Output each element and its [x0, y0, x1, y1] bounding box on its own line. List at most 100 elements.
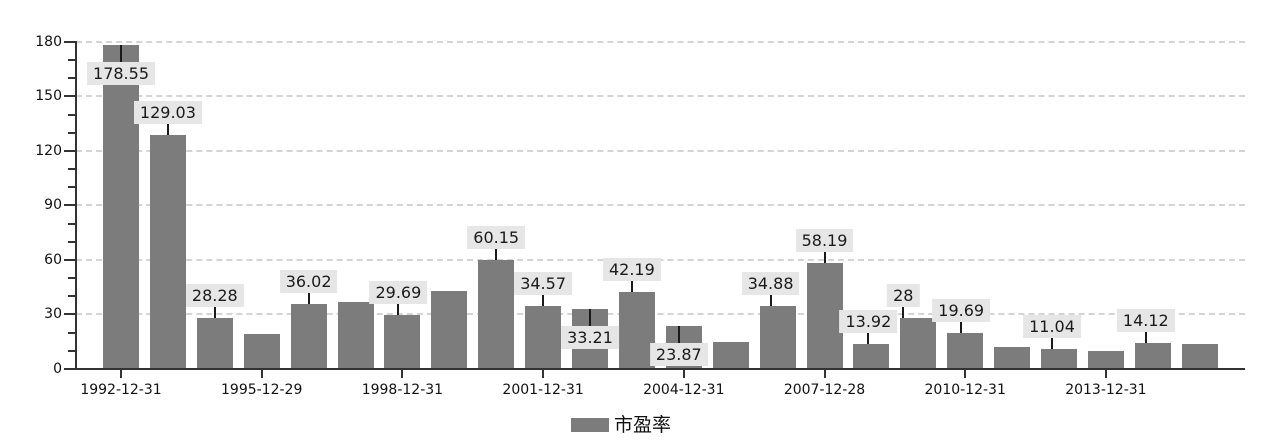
y-axis-major-tick	[64, 313, 75, 316]
bar-value-label: 36.02	[279, 269, 338, 293]
bar[interactable]	[290, 303, 327, 369]
y-axis-minor-tick	[68, 59, 75, 62]
y-axis-major-tick	[64, 40, 75, 43]
bar-label-leader	[1144, 332, 1147, 344]
bar[interactable]	[196, 317, 233, 369]
y-axis-label: 180	[35, 33, 62, 50]
bar-label-leader	[307, 292, 310, 304]
y-axis-minor-tick	[68, 331, 75, 334]
bar[interactable]	[478, 259, 515, 369]
bar-label-leader	[769, 294, 772, 306]
y-axis-minor-tick	[68, 113, 75, 116]
bar-label-leader	[213, 306, 216, 318]
bar-label-leader	[589, 308, 591, 326]
bar-value-label: 34.57	[514, 272, 572, 296]
bar[interactable]	[900, 318, 937, 369]
y-axis-label: 30	[44, 306, 62, 323]
x-axis-tick	[964, 370, 967, 378]
bar[interactable]	[384, 315, 421, 369]
bar[interactable]	[1087, 351, 1124, 369]
bar[interactable]	[431, 291, 468, 369]
y-axis-label: 120	[35, 142, 62, 159]
bar-value-label: 178.55	[87, 61, 155, 85]
bar[interactable]	[103, 44, 139, 369]
bar[interactable]	[712, 342, 749, 369]
x-axis-tick	[682, 370, 685, 378]
bar[interactable]	[337, 301, 374, 369]
y-gridline	[76, 95, 1245, 98]
y-axis-minor-tick	[68, 295, 75, 298]
bar-label-leader	[902, 307, 905, 319]
y-axis-line	[75, 41, 77, 370]
y-axis-label: 0	[53, 361, 62, 377]
y-axis-major-tick	[64, 149, 75, 152]
y-gridline	[76, 313, 1245, 316]
bar[interactable]	[1181, 343, 1218, 369]
y-axis-minor-tick	[68, 131, 75, 134]
y-axis-minor-tick	[68, 186, 75, 189]
legend-label[interactable]: 市盈率	[613, 414, 671, 436]
y-axis-label: 60	[44, 251, 62, 268]
bar-label-leader	[542, 295, 545, 307]
x-axis-tick	[542, 370, 545, 378]
bar-label-leader	[677, 325, 680, 343]
bar[interactable]	[618, 292, 655, 369]
bar[interactable]	[525, 306, 562, 369]
x-axis-tick	[120, 370, 122, 378]
x-axis-label: 2010-12-31	[924, 382, 1006, 398]
y-axis-minor-tick	[68, 222, 75, 225]
bar[interactable]	[853, 343, 890, 369]
x-axis-label: 1998-12-31	[361, 382, 444, 398]
bar[interactable]	[806, 263, 843, 369]
bar-label-leader	[495, 248, 498, 260]
y-axis-minor-tick	[68, 277, 75, 280]
bar[interactable]	[149, 134, 186, 369]
legend[interactable]: 市盈率	[0, 414, 1280, 436]
bar-value-label: 11.04	[1023, 314, 1081, 338]
bar[interactable]	[1134, 343, 1171, 369]
x-axis-tick	[1104, 370, 1107, 378]
x-axis-tick	[823, 370, 826, 378]
bar-value-label: 42.19	[602, 258, 661, 282]
bar-label-leader	[867, 332, 870, 344]
y-axis-minor-tick	[68, 349, 75, 352]
x-axis-tick	[260, 370, 263, 378]
bar-label-leader	[166, 123, 169, 135]
bar-value-label: 28.28	[185, 283, 244, 307]
x-axis-line	[74, 368, 1245, 370]
bar-label-leader	[120, 44, 122, 62]
bar[interactable]	[947, 333, 984, 369]
x-axis-label: 1995-12-29	[221, 382, 303, 398]
y-axis-label: 90	[44, 197, 62, 214]
x-axis-label: 2001-12-31	[502, 382, 584, 398]
bar-label-leader	[960, 322, 963, 334]
legend-swatch[interactable]	[570, 418, 609, 432]
y-axis-major-tick	[64, 95, 75, 98]
bar[interactable]	[1041, 348, 1077, 369]
y-gridline	[76, 40, 1245, 43]
x-axis-tick	[401, 370, 404, 378]
bar-value-label: 14.12	[1116, 309, 1175, 333]
bar-value-label: 19.69	[932, 299, 991, 323]
bar-label-leader	[397, 304, 400, 316]
y-axis-label: 150	[35, 88, 62, 105]
bar-label-leader	[823, 252, 826, 264]
bar-value-label: 129.03	[133, 100, 202, 124]
y-axis-minor-tick	[68, 240, 75, 243]
y-axis-minor-tick	[68, 77, 75, 80]
bar-value-label: 34.88	[741, 271, 800, 295]
x-axis-label: 1992-12-31	[80, 382, 162, 398]
bar-value-label: 58.19	[795, 229, 854, 253]
bar[interactable]	[243, 334, 280, 369]
y-axis-major-tick	[64, 204, 75, 207]
y-axis-minor-tick	[68, 168, 75, 171]
y-gridline	[76, 204, 1245, 207]
bar-label-leader	[630, 281, 633, 293]
bar-value-label: 13.92	[839, 309, 898, 333]
bar-value-label: 28	[887, 284, 920, 308]
bar[interactable]	[759, 305, 796, 369]
x-axis-label: 2004-12-31	[643, 382, 725, 398]
y-axis-major-tick	[64, 258, 75, 261]
bar[interactable]	[994, 347, 1031, 369]
